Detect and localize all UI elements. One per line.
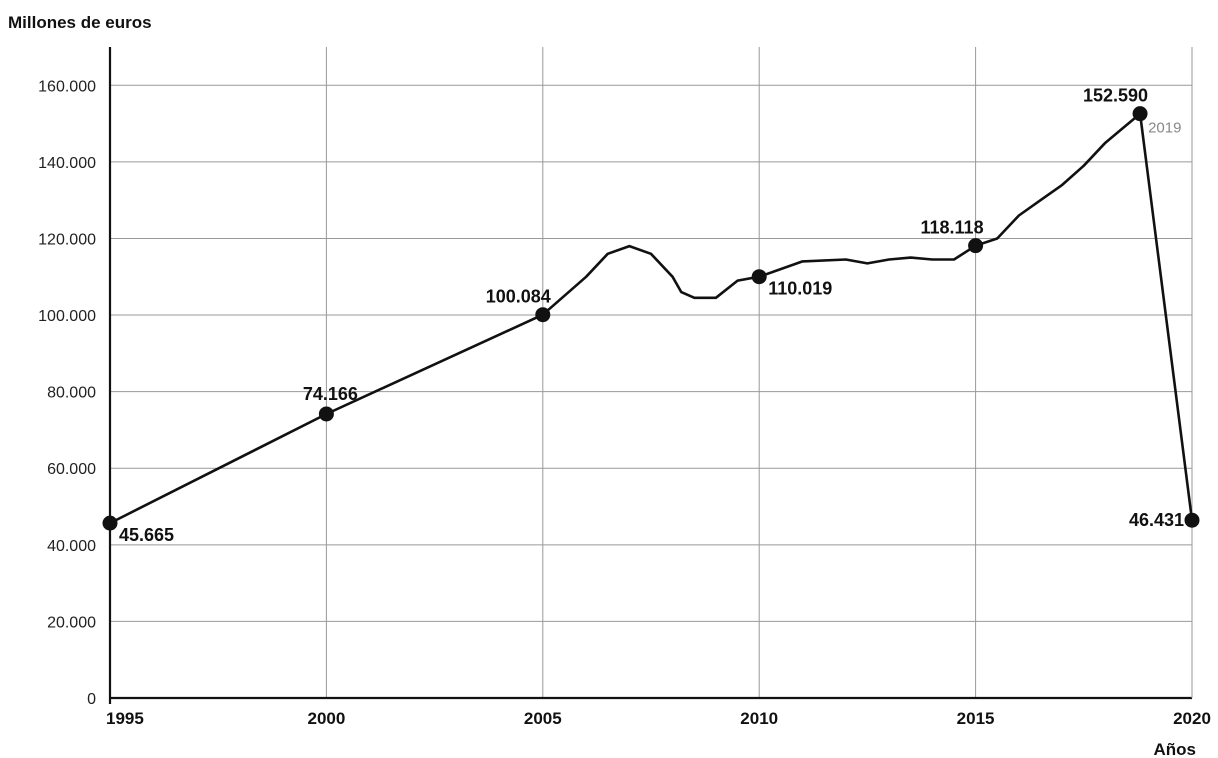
y-tick-label: 0 [87,691,96,708]
data-point [751,269,767,285]
data-label: 152.590 [1083,86,1148,106]
data-label: 46.431 [1129,510,1184,530]
x-tick-label: 2010 [740,709,778,728]
data-point [102,515,118,531]
data-label-note: 2019 [1148,120,1181,137]
data-point [1184,512,1200,528]
y-tick-label: 120.000 [38,231,96,248]
x-tick-label: 2005 [524,709,562,728]
y-tick-label: 20.000 [47,614,96,631]
data-point [535,307,551,323]
data-point [968,238,984,254]
x-tick-label: 2015 [957,709,995,728]
series-line [109,112,1194,525]
y-tick-label: 100.000 [38,308,96,325]
data-markers [102,106,1200,531]
x-tick-label: 2000 [307,709,345,728]
data-point [1132,106,1148,122]
x-axis-title: Años [1154,740,1197,758]
data-label: 45.665 [119,525,174,545]
data-labels: 45.665 74.166 100.084 110.019 118.118 152.590… [119,86,1184,545]
y-tick-label: 40.000 [47,538,96,555]
y-tick-label: 160.000 [38,78,96,95]
data-label: 110.019 [768,279,832,299]
x-tick-label: 1995 [106,709,144,728]
grid [108,47,1193,704]
data-label: 100.084 [486,287,551,307]
x-tick-label: 2020 [1173,709,1211,728]
data-label: 74.166 [303,384,358,404]
data-point [318,406,334,422]
data-label: 118.118 [921,218,984,238]
y-axis-ticks: 0 20.000 40.000 60.000 80.000 100.000 120.000 1… [38,78,96,708]
x-axis-ticks: 1995 2000 2005 2010 2015 2020 [106,709,1211,728]
y-tick-label: 140.000 [38,155,96,172]
y-tick-label: 60.000 [47,461,96,478]
y-tick-label: 80.000 [47,385,96,402]
y-axis-title: Millones de euros [8,13,152,32]
